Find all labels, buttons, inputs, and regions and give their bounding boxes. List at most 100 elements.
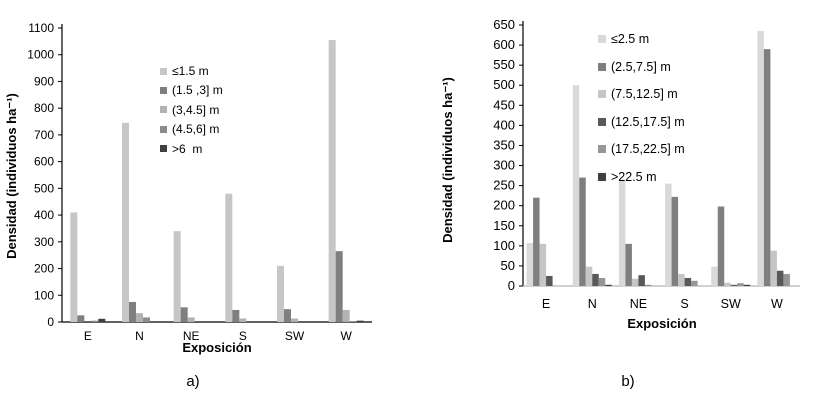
legend-item: (1.5 ,3] m <box>160 83 223 97</box>
bar <box>129 301 136 322</box>
legend-item: (12.5,17.5] m <box>598 115 685 129</box>
y-tick-label: 450 <box>493 97 515 112</box>
bar <box>598 277 606 286</box>
legend-item: ≤2.5 m <box>598 32 649 46</box>
chart-b-y-axis-title: Densidad (individuos ha⁻¹) <box>440 77 455 243</box>
bar <box>91 320 99 322</box>
bar <box>277 265 284 322</box>
bar <box>644 284 652 286</box>
legend-label: (4.5,6] m <box>172 122 220 137</box>
legend-item: (3,4.5] m <box>160 103 219 117</box>
legend-item: >6 m <box>160 142 202 156</box>
bar <box>342 309 350 322</box>
legend-label: (7.5,12.5] m <box>611 87 678 101</box>
y-tick-label: 350 <box>493 137 515 152</box>
y-tick-label: 500 <box>493 77 515 92</box>
category-label: W <box>771 297 783 311</box>
legend-label: >22.5 m <box>611 169 657 184</box>
bar <box>284 309 291 322</box>
y-tick-label: 0 <box>47 315 54 329</box>
legend-item: ≤1.5 m <box>160 64 209 78</box>
bar <box>730 284 738 286</box>
y-tick-label: 300 <box>34 235 54 249</box>
y-tick-label: 100 <box>493 238 515 253</box>
bar <box>232 309 240 322</box>
legend-label: (17.5,22.5] m <box>611 142 685 156</box>
chart-a-y-axis-title: Densidad (individuos ha⁻¹) <box>4 93 19 259</box>
legend-swatch <box>160 145 167 153</box>
bar <box>665 183 672 286</box>
bar <box>77 315 85 322</box>
legend-swatch <box>160 125 167 133</box>
bar <box>136 313 143 322</box>
y-tick-label: 1100 <box>28 21 54 35</box>
bar <box>291 318 298 322</box>
bar <box>605 284 612 286</box>
bar <box>678 273 685 286</box>
legend-label: (12.5,17.5] m <box>611 114 685 129</box>
y-tick-label: 150 <box>493 218 515 233</box>
y-tick-label: 600 <box>493 37 515 52</box>
chart-b-x-axis-title: Exposición <box>627 316 697 331</box>
bar <box>776 270 784 286</box>
bar <box>349 321 357 322</box>
bar <box>533 197 540 286</box>
bar <box>239 318 247 322</box>
legend-swatch <box>598 90 606 98</box>
legend-swatch <box>598 145 606 153</box>
bar <box>763 49 771 287</box>
bar <box>783 273 790 286</box>
category-label: SW <box>721 297 741 311</box>
y-tick-label: 0 <box>508 278 515 293</box>
chart-a-x-axis-title: Exposición <box>182 340 252 355</box>
chart-b: 0 50 100 150 200 250 300 350 400 450 500 550 600 650 E… <box>420 0 840 420</box>
y-tick-label: 600 <box>34 155 54 169</box>
bar <box>180 307 188 322</box>
bar <box>143 317 150 322</box>
legend-swatch <box>160 106 167 114</box>
legend-item: (4.5,6] m <box>160 122 219 136</box>
y-tick-label: 250 <box>493 178 515 193</box>
legend-swatch <box>160 86 167 94</box>
y-tick-label: 200 <box>493 198 515 213</box>
y-tick-label: 700 <box>34 128 54 142</box>
bar <box>671 196 679 286</box>
legend-item: >22.5 m <box>598 170 657 184</box>
y-tick-label: 800 <box>34 101 54 115</box>
bar <box>70 212 78 322</box>
bar <box>539 243 547 286</box>
legend-label: (1.5 ,3] m <box>172 83 223 98</box>
y-tick-label: 500 <box>34 181 54 195</box>
category-label: S <box>680 297 688 311</box>
y-tick-label: 900 <box>34 74 54 88</box>
bar <box>757 31 764 286</box>
bar <box>592 273 599 286</box>
bar <box>546 275 553 286</box>
panel-label-a: a) <box>186 373 200 390</box>
bar <box>579 177 586 286</box>
bar <box>625 243 632 286</box>
bar <box>618 179 626 286</box>
category-label: W <box>341 329 353 343</box>
legend-label: >6 m <box>172 141 203 156</box>
legend-label: ≤2.5 m <box>611 32 650 46</box>
bar <box>173 231 181 322</box>
bar <box>743 284 751 286</box>
legend-swatch <box>598 172 606 181</box>
bar <box>770 250 777 286</box>
y-tick-label: 650 <box>493 17 515 32</box>
legend-item: (7.5,12.5] m <box>598 87 678 101</box>
y-tick-label: 200 <box>34 262 54 276</box>
bar <box>335 251 343 322</box>
legend-label: (3,4.5] m <box>172 102 220 117</box>
legend-item: (2.5,7.5] m <box>598 60 671 74</box>
bar <box>717 206 725 286</box>
bar <box>328 40 336 322</box>
category-label: S <box>239 329 247 343</box>
bar <box>98 318 106 322</box>
legend-item: (17.5,22.5] m <box>598 142 685 156</box>
y-tick-label: 1000 <box>27 48 54 62</box>
y-tick-label: 50 <box>501 258 515 273</box>
y-tick-label: 550 <box>493 57 515 72</box>
